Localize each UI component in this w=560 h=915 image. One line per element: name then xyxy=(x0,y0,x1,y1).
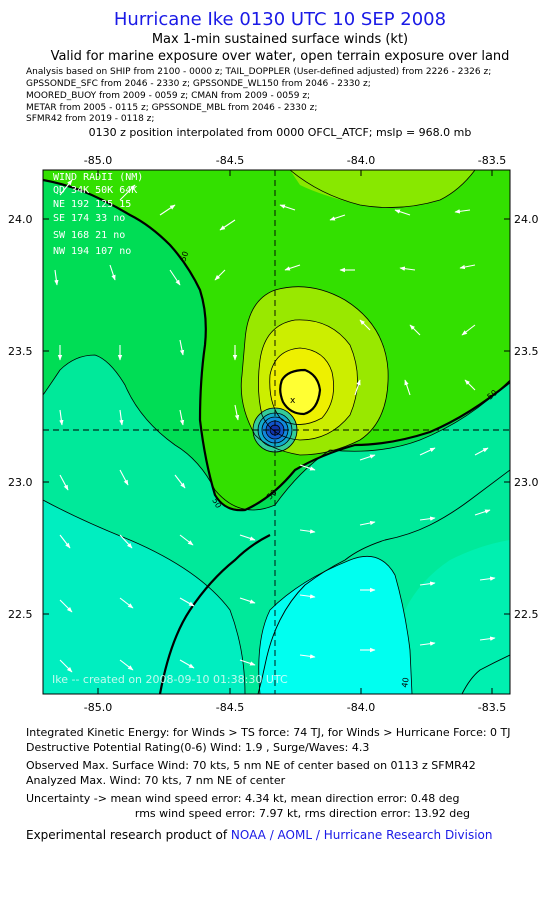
lon-tick-label: -84.5 xyxy=(216,701,244,714)
lon-tick-label: -85.0 xyxy=(84,154,112,167)
wind-contours: x xyxy=(43,170,510,694)
uncertainty-line-1: Uncertainty -> mean wind speed error: 4.… xyxy=(26,792,460,805)
credit-prefix: Experimental research product of xyxy=(26,828,231,842)
analysis-line-3: MOORED_BUOY from 2009 - 0059 z; CMAN fro… xyxy=(26,91,311,101)
analysis-line-4: METAR from 2005 - 0115 z; GPSSONDE_MBL f… xyxy=(26,103,318,113)
lon-tick-label: -83.5 xyxy=(478,701,506,714)
map-subtitle-2: Valid for marine exposure over water, op… xyxy=(50,49,510,64)
svg-text:x: x xyxy=(290,396,296,406)
wind-radii-row: SE 174 33 no xyxy=(53,213,125,224)
analysis-line-1: Analysis based on SHIP from 2100 - 0000 … xyxy=(26,67,492,77)
map-watermark: Ike -- created on 2008-09-10 01:38:30 UT… xyxy=(52,673,288,686)
map-title: Hurricane Ike 0130 UTC 10 SEP 2008 xyxy=(113,9,447,30)
lat-tick-label: 23.0 xyxy=(514,476,539,489)
lon-tick-label: -84.0 xyxy=(347,701,375,714)
wind-radii-row: NE 192 125 15 xyxy=(53,199,131,210)
credit-link[interactable]: NOAA / AOML / Hurricane Research Divisio… xyxy=(230,828,493,842)
wind-radii-row: SW 168 21 no xyxy=(53,230,125,241)
observed-max-wind: Observed Max. Surface Wind: 70 kts, 5 nm… xyxy=(26,759,476,772)
lat-tick-label: 23.0 xyxy=(8,476,33,489)
wind-radii-header: QD 34K 50K 64K xyxy=(53,185,137,196)
wind-radii-title: WIND RADII (NM) xyxy=(53,172,143,183)
lon-tick-label: -83.5 xyxy=(478,154,506,167)
map-subtitle-1: Max 1-min sustained surface winds (kt) xyxy=(151,32,409,47)
lat-tick-label: 23.5 xyxy=(8,345,33,358)
analyzed-max-wind: Analyzed Max. Wind: 70 kts, 7 nm NE of c… xyxy=(26,774,286,787)
lat-tick-label: 22.5 xyxy=(514,608,539,621)
contour-label: 50 xyxy=(178,250,190,263)
lat-tick-label: 23.5 xyxy=(514,345,539,358)
lon-tick-label: -84.5 xyxy=(216,154,244,167)
lon-tick-label: -84.0 xyxy=(347,154,375,167)
analysis-line-2: GPSSONDE_SFC from 2046 - 2330 z; GPSSOND… xyxy=(26,79,371,89)
wind-radii-row: NW 194 107 no xyxy=(53,246,131,257)
credit-line: Experimental research product of NOAA / … xyxy=(26,828,492,842)
ike-line: Integrated Kinetic Energy: for Winds > T… xyxy=(26,726,511,739)
lat-tick-label: 22.5 xyxy=(8,608,33,621)
lat-tick-label: 24.0 xyxy=(8,213,33,226)
lon-tick-label: -85.0 xyxy=(84,701,112,714)
uncertainty-line-2: rms wind speed error: 7.97 kt, rms direc… xyxy=(134,807,470,820)
contour-label: 40 xyxy=(400,677,411,689)
position-note: 0130 z position interpolated from 0000 O… xyxy=(88,126,472,139)
analysis-line-5: SFMR42 from 2019 - 0118 z; xyxy=(26,114,155,124)
contour-label: 50 xyxy=(210,497,223,510)
dpr-line: Destructive Potential Rating(0-6) Wind: … xyxy=(26,741,370,754)
lat-tick-label: 24.0 xyxy=(514,213,539,226)
